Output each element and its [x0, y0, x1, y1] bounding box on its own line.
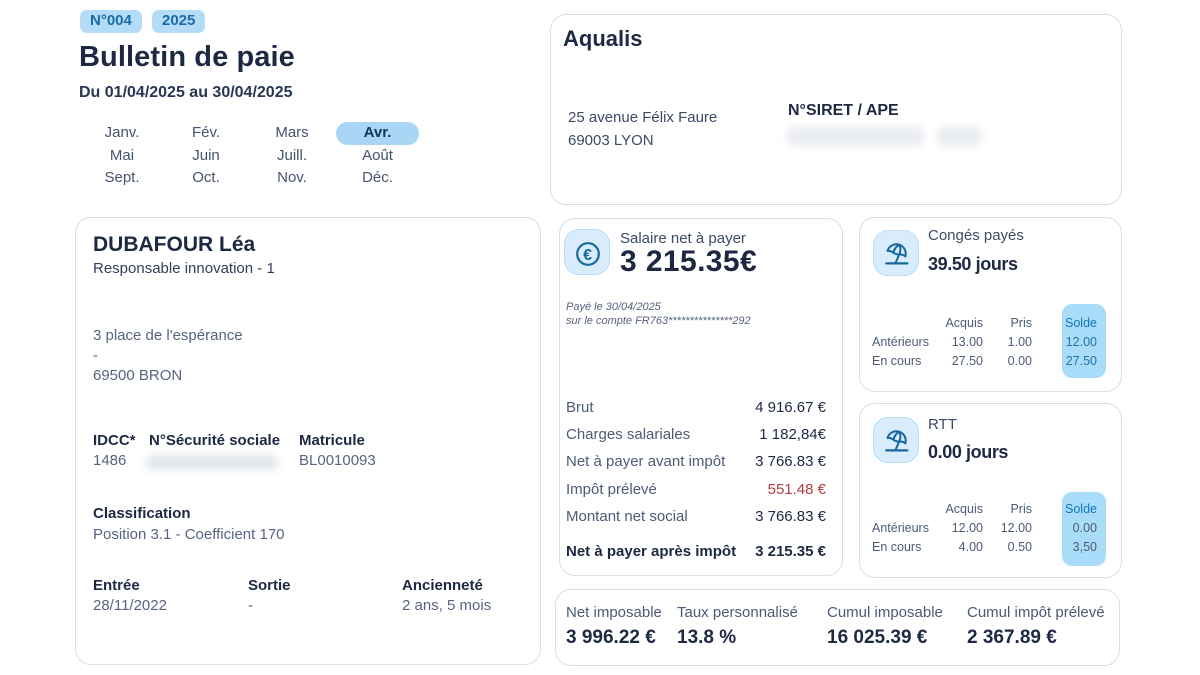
- svg-text:€: €: [583, 247, 592, 264]
